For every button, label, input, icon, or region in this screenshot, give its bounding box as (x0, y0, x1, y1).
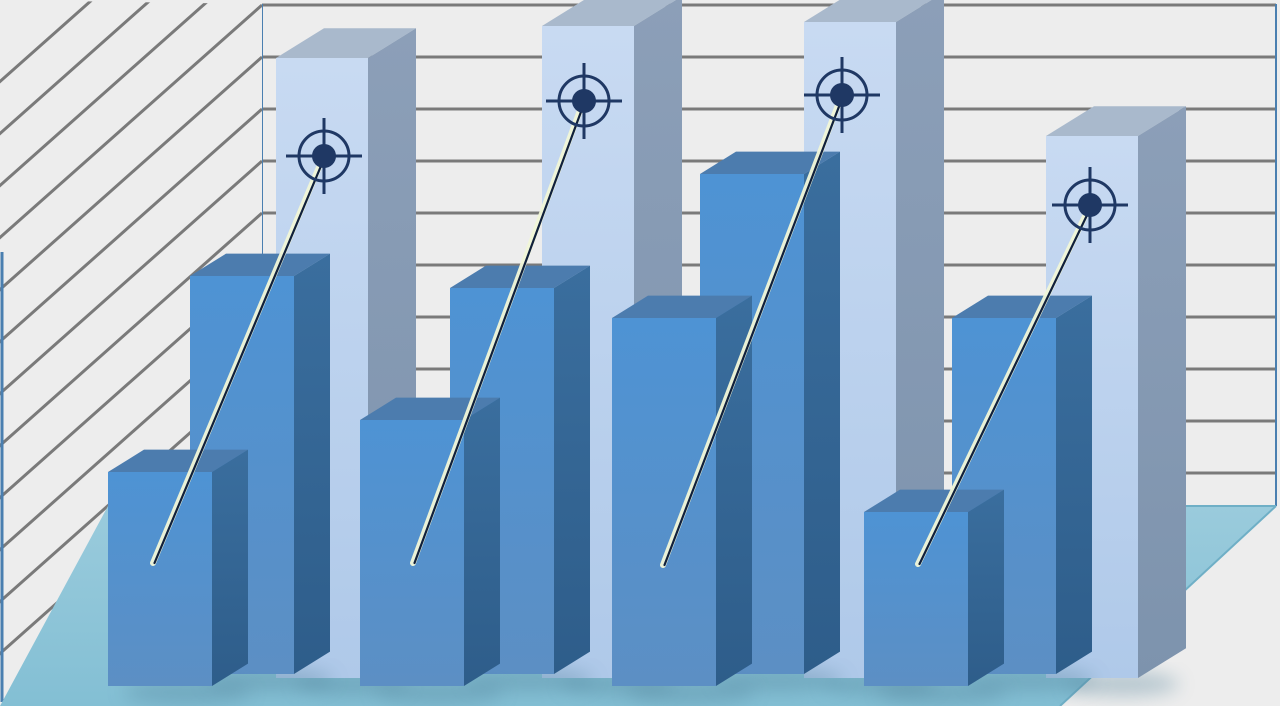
front-bar-1-top-face (108, 449, 248, 472)
target-1-outer-ring (297, 129, 351, 183)
target-3-bullseye (830, 83, 854, 107)
front-bar-mid-3-side-face (804, 151, 840, 674)
arrow-1 (150, 157, 325, 566)
front-bar-3-side-face (716, 295, 752, 686)
front-bar-4 (864, 489, 1008, 704)
arrow-2 (410, 102, 585, 566)
front-bar-2-side-face (464, 397, 500, 686)
arrow-group (150, 97, 1091, 568)
front-bar-1-side-face (212, 449, 248, 686)
front-bar-4-side-face (968, 489, 1004, 686)
target-4[interactable] (1052, 167, 1128, 243)
arrow-3 (660, 97, 843, 568)
side-diagonal-4 (0, 159, 262, 431)
target-3[interactable] (804, 57, 880, 133)
front-bar-mid-1-side-face (294, 253, 330, 674)
side-diagonal-extra-2 (0, 0, 262, 171)
front-bar-2 (360, 397, 504, 704)
arrow-1-core (153, 158, 325, 565)
arrow-3-glow (660, 97, 843, 568)
target-2-outer-ring (557, 74, 611, 128)
front-bar-mid-2-side-face (554, 265, 590, 674)
side-diagonal-2 (0, 55, 262, 327)
target-1-bullseye (312, 144, 336, 168)
arrow-4-core (918, 208, 1091, 566)
front-bar-mid-4-side-face (1056, 295, 1092, 674)
back-bar-2-top-face (542, 0, 676, 26)
side-diagonal-extra-3 (0, 0, 262, 119)
back-bar-3-top-face (804, 0, 932, 22)
back-bar-4-side-face (1138, 106, 1186, 679)
front-bar-1 (108, 449, 252, 704)
front-bar-mid-3-top-face (700, 151, 840, 174)
arrow-3-core (663, 98, 843, 567)
front-bar-mid-4-top-face (952, 295, 1092, 318)
side-diagonal-1 (0, 3, 262, 275)
front-bar-3 (612, 295, 756, 704)
arrow-4 (915, 207, 1091, 567)
front-bar-4-front-face (864, 512, 968, 686)
arrow-2-glow (410, 102, 585, 566)
arrow-1-glow (150, 157, 325, 566)
front-bar-mid-1-top-face (190, 253, 330, 276)
side-diagonal-5 (0, 211, 262, 483)
side-diagonal-3 (0, 107, 262, 379)
target-1[interactable] (286, 118, 362, 194)
target-2[interactable] (546, 63, 622, 139)
side-diagonal-extra-1 (0, 0, 262, 223)
front-bar-3-top-face (612, 295, 752, 318)
arrow-2-core (413, 103, 585, 565)
arrow-4-glow (915, 207, 1091, 567)
target-3-outer-ring (815, 68, 869, 122)
target-4-bullseye (1078, 193, 1102, 217)
back-bar-1-top-face (276, 28, 416, 58)
front-bar-4-top-face (864, 489, 1004, 512)
target-2-bullseye (572, 89, 596, 113)
target-4-outer-ring (1063, 178, 1117, 232)
back-bar-4-top-face (1046, 106, 1186, 136)
front-bar-1-front-face (108, 472, 212, 686)
target-group (286, 57, 1128, 243)
front-bar-3-front-face (612, 318, 716, 686)
